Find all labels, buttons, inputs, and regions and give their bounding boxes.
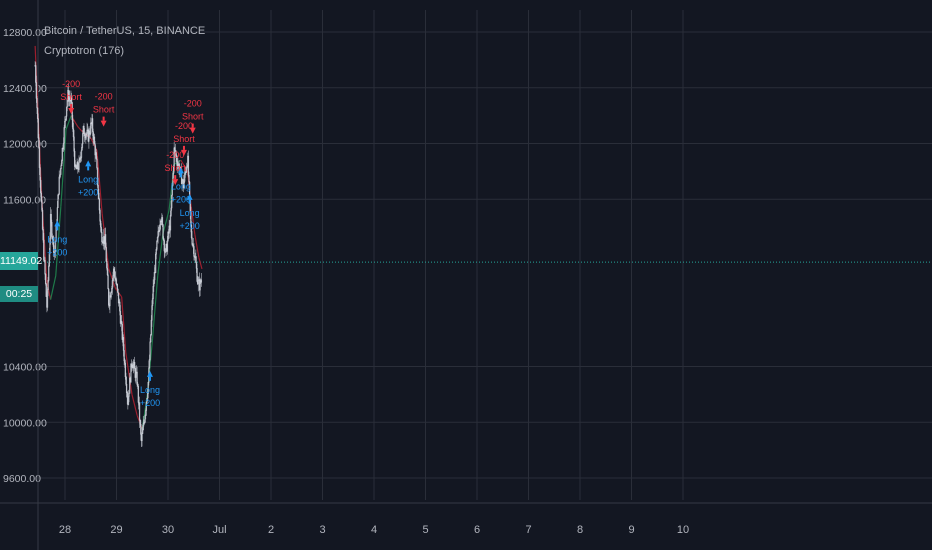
x-tick-label: 7	[525, 524, 531, 536]
x-tick-label: 28	[59, 524, 71, 536]
x-tick-label: 29	[110, 524, 122, 536]
y-tick-label: 11600.00	[3, 194, 46, 206]
long-arrow-icon	[54, 220, 61, 227]
trend-segment	[151, 275, 159, 339]
candle-body	[200, 279, 203, 283]
y-tick-label: 12000.00	[3, 139, 47, 151]
x-tick-label: 8	[577, 524, 583, 536]
short-arrow-stem	[102, 116, 105, 121]
x-tick-label: 5	[422, 524, 428, 536]
x-tick-label: 30	[162, 524, 174, 536]
candle-body	[44, 273, 47, 285]
long-arrow-icon	[85, 160, 92, 167]
short-label: Short	[182, 112, 204, 122]
long-label: Long	[171, 181, 191, 191]
short-value: -200	[95, 92, 113, 102]
short-arrow-stem	[70, 104, 73, 109]
x-tick-label: 3	[319, 524, 325, 536]
y-tick-label: 9600.00	[3, 473, 41, 485]
short-label: Short	[164, 163, 186, 173]
long-value: +200	[171, 194, 191, 204]
short-arrow-icon	[100, 120, 107, 127]
short-value: -200	[62, 79, 80, 89]
trend-segment	[198, 257, 203, 270]
candle-body	[117, 288, 119, 294]
trend-segment	[162, 210, 170, 235]
y-tick-label: 12800.00	[3, 27, 47, 39]
long-arrow-icon	[186, 193, 193, 200]
long-value: +200	[179, 221, 199, 231]
long-arrow-stem	[179, 173, 182, 178]
short-arrow-icon	[172, 179, 179, 186]
short-arrow-stem	[182, 145, 185, 150]
trend-segment	[190, 206, 196, 235]
trend-segment	[60, 129, 67, 207]
short-label: Short	[173, 134, 195, 144]
candle-body	[36, 98, 38, 109]
x-tick-label: 10	[677, 524, 689, 536]
x-tick-label: 4	[371, 524, 377, 536]
trend-segment	[121, 296, 127, 353]
indicator-label[interactable]: Cryptotron (176)	[44, 45, 125, 57]
candle-body	[116, 283, 118, 290]
candle-body	[44, 260, 46, 275]
x-tick-label: Jul	[212, 524, 226, 536]
long-value: +200	[78, 187, 98, 197]
trade-signals: Long+200Short-200Long+200Short-200Long+2…	[47, 79, 204, 408]
candle-body	[35, 82, 38, 99]
long-arrow-stem	[87, 166, 90, 171]
long-arrow-stem	[56, 226, 59, 231]
short-arrow-icon	[68, 108, 75, 115]
trend-segment	[125, 352, 133, 395]
candle-body	[96, 158, 98, 169]
long-arrow-stem	[148, 376, 151, 381]
long-value: +200	[140, 398, 160, 408]
x-tick-label: 2	[268, 524, 274, 536]
short-arrow-stem	[191, 123, 194, 128]
y-tick-label: 10400.00	[3, 362, 47, 374]
long-label: Long	[180, 208, 200, 218]
short-arrow-icon	[180, 149, 187, 156]
trend-segment	[157, 234, 164, 276]
candle-body	[161, 217, 164, 225]
long-arrow-icon	[146, 370, 153, 377]
x-tick-label: 6	[474, 524, 480, 536]
trend-segment	[49, 275, 57, 300]
candle-body	[107, 274, 109, 290]
last-price-badge: 11149.02	[0, 252, 42, 270]
trend-segment	[194, 233, 200, 258]
candle-body	[108, 288, 110, 306]
long-arrow-stem	[188, 199, 191, 204]
candle-body	[41, 209, 44, 230]
short-arrow-stem	[174, 175, 177, 180]
trend-segment	[65, 115, 72, 130]
x-tick-label: 9	[628, 524, 634, 536]
trend-segment	[77, 126, 84, 133]
chart-grid	[38, 10, 932, 500]
trend-segment	[131, 394, 138, 416]
long-arrow-icon	[177, 167, 184, 174]
trend-segment	[55, 206, 62, 276]
y-tick-label: 10000.00	[3, 417, 47, 429]
candle-body	[137, 385, 139, 403]
candle-body	[99, 209, 101, 222]
short-label: Short	[93, 105, 115, 115]
trend-segment	[96, 150, 103, 214]
y-tick-label: 12400.00	[3, 83, 47, 95]
bar-countdown-badge: 00:25	[0, 286, 38, 302]
long-label: Long	[140, 385, 160, 395]
short-value: -200	[166, 150, 184, 160]
long-label: Long	[47, 234, 67, 244]
short-arrow-icon	[189, 127, 196, 134]
short-label: Short	[60, 92, 82, 102]
candles	[34, 61, 203, 448]
chart-title: Bitcoin / TetherUS, 15, BINANCE	[44, 25, 206, 37]
short-value: -200	[184, 99, 202, 109]
candle-body	[193, 246, 195, 257]
long-label: Long	[78, 174, 98, 184]
long-value: +200	[47, 247, 67, 257]
short-value: -200	[175, 121, 193, 131]
